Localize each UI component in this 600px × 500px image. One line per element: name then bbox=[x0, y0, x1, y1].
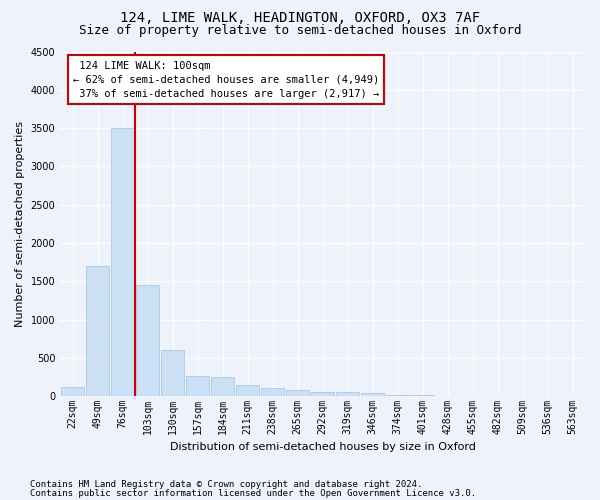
Bar bbox=[187, 376, 209, 396]
Bar bbox=[61, 387, 84, 396]
Text: Contains public sector information licensed under the Open Government Licence v3: Contains public sector information licen… bbox=[30, 488, 476, 498]
Bar bbox=[161, 350, 184, 396]
Bar bbox=[136, 285, 159, 396]
Text: 124, LIME WALK, HEADINGTON, OXFORD, OX3 7AF: 124, LIME WALK, HEADINGTON, OXFORD, OX3 … bbox=[120, 12, 480, 26]
Bar bbox=[211, 377, 234, 396]
Text: Size of property relative to semi-detached houses in Oxford: Size of property relative to semi-detach… bbox=[79, 24, 521, 37]
Text: Contains HM Land Registry data © Crown copyright and database right 2024.: Contains HM Land Registry data © Crown c… bbox=[30, 480, 422, 489]
Bar bbox=[311, 392, 334, 396]
Bar bbox=[337, 392, 359, 396]
Bar bbox=[112, 128, 134, 396]
Y-axis label: Number of semi-detached properties: Number of semi-detached properties bbox=[15, 121, 25, 327]
Bar bbox=[262, 388, 284, 396]
Bar bbox=[361, 392, 384, 396]
X-axis label: Distribution of semi-detached houses by size in Oxford: Distribution of semi-detached houses by … bbox=[170, 442, 476, 452]
Bar bbox=[386, 394, 409, 396]
Bar bbox=[286, 390, 309, 396]
Bar bbox=[236, 386, 259, 396]
Bar bbox=[86, 266, 109, 396]
Text: 124 LIME WALK: 100sqm
← 62% of semi-detached houses are smaller (4,949)
 37% of : 124 LIME WALK: 100sqm ← 62% of semi-deta… bbox=[73, 60, 379, 98]
